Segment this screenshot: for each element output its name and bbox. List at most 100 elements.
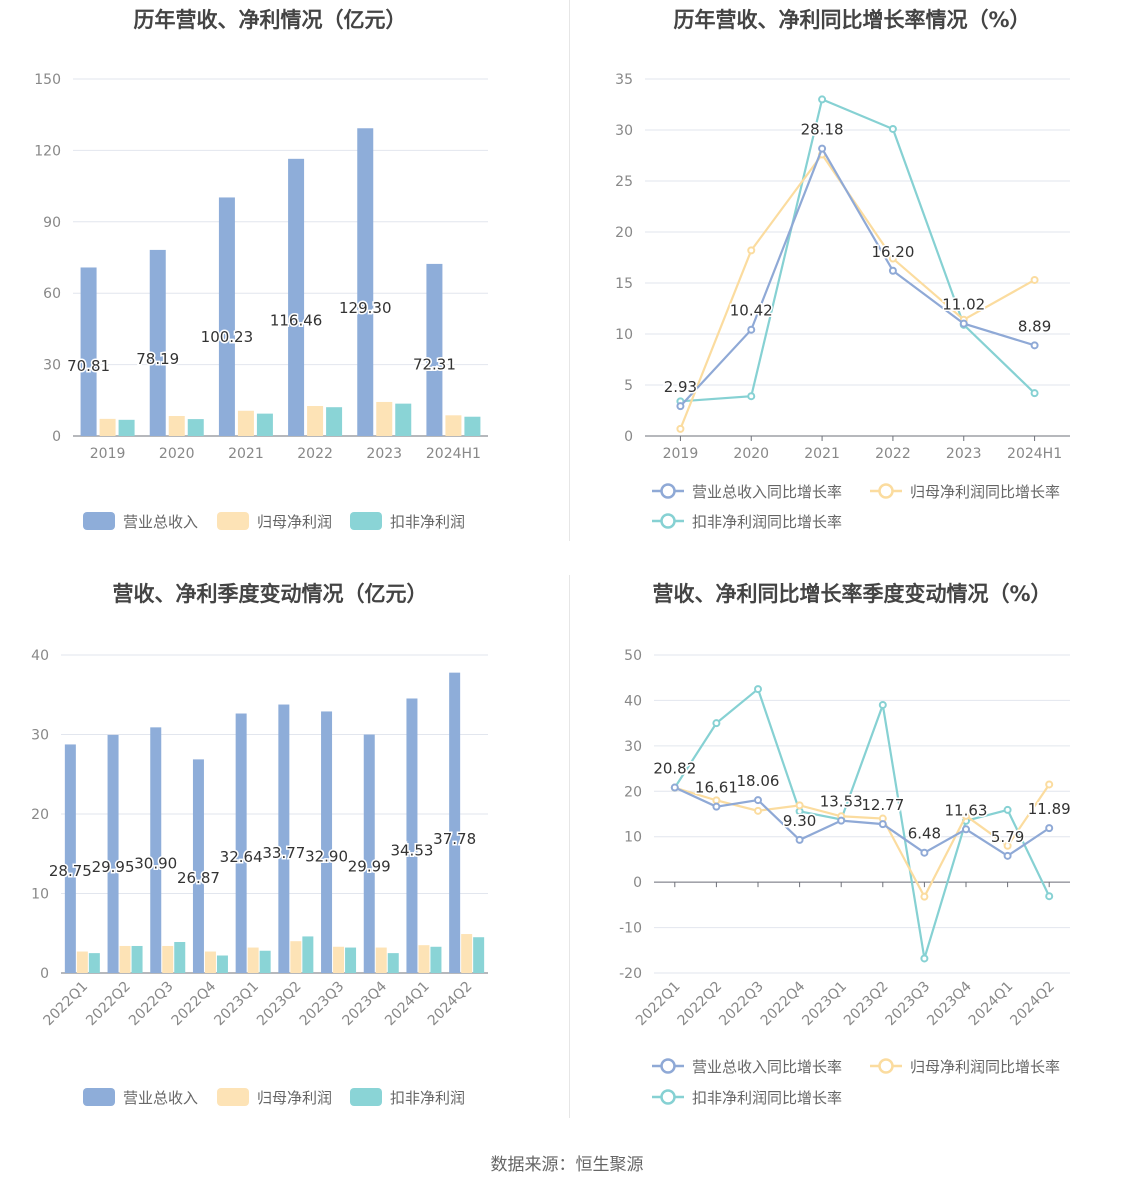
y-tick-label: 20 xyxy=(615,225,633,241)
x-tick-label: 2022Q3 xyxy=(126,979,177,1030)
x-tick-label: 2024Q2 xyxy=(425,979,476,1030)
point-deducted-growth xyxy=(888,124,897,133)
bar-value-label: 70.81 xyxy=(67,357,110,375)
bar-deducted-profit xyxy=(259,950,271,973)
bar-net-profit xyxy=(290,941,302,973)
point-revenue-growth xyxy=(837,816,846,825)
legend-swatch xyxy=(350,1088,382,1106)
x-tick-label: 2023Q3 xyxy=(883,979,934,1030)
legend-label: 营业总收入 xyxy=(123,1089,198,1107)
y-tick-label: 30 xyxy=(43,358,61,374)
y-tick-label: 90 xyxy=(43,215,61,231)
point-net-profit-growth xyxy=(962,811,970,820)
bar-deducted-profit xyxy=(430,946,442,973)
bar-revenue xyxy=(149,249,166,436)
legend-swatch xyxy=(217,512,249,530)
x-tick-label: 2024Q1 xyxy=(382,979,433,1030)
point-revenue-growth xyxy=(676,402,685,411)
bar-value-label: 32.90 xyxy=(305,847,348,865)
bar-net-profit xyxy=(333,946,345,973)
legend-label: 营业总收入 xyxy=(123,513,198,531)
point-deducted-growth xyxy=(747,392,756,401)
y-tick-label: 15 xyxy=(615,276,633,292)
bar-revenue xyxy=(235,713,247,973)
bar-deducted-profit xyxy=(256,413,273,436)
point-value-label: 2.93 xyxy=(664,378,697,396)
legend-swatch xyxy=(83,1088,115,1106)
bar-deducted-profit xyxy=(216,955,228,973)
bar-revenue xyxy=(288,158,305,436)
y-tick-label: 0 xyxy=(52,429,61,445)
y-tick-label: 0 xyxy=(624,429,633,445)
y-tick-label: 40 xyxy=(624,693,642,709)
x-tick-label: 2023Q2 xyxy=(254,979,305,1030)
legend-label: 归母净利润同比增长率 xyxy=(910,1058,1060,1076)
y-tick-label: 30 xyxy=(615,123,633,139)
x-tick-label: 2024Q1 xyxy=(966,979,1017,1030)
y-tick-label: 5 xyxy=(624,378,633,394)
point-net-profit-growth xyxy=(754,806,762,815)
line-deducted-growth xyxy=(680,97,1036,403)
bar-net-profit xyxy=(418,945,430,973)
x-tick-label: 2022Q4 xyxy=(758,978,809,1029)
bar-revenue xyxy=(107,734,119,973)
x-tick-label: 2023Q2 xyxy=(841,979,892,1030)
point-net-profit-growth xyxy=(1045,780,1054,789)
point-revenue-growth xyxy=(878,820,887,829)
chart-title: 历年营收、净利情况（亿元） xyxy=(134,8,407,32)
bar-deducted-profit xyxy=(174,941,186,973)
bar-revenue xyxy=(218,197,235,436)
bar-value-label: 28.75 xyxy=(49,862,92,880)
bar-deducted-profit xyxy=(464,416,481,436)
legend-label: 扣非净利润 xyxy=(390,1089,465,1107)
chart-title: 营收、净利季度变动情况（亿元） xyxy=(113,582,428,606)
point-value-label: 6.48 xyxy=(908,825,941,843)
point-value-label: 9.30 xyxy=(783,812,816,830)
y-tick-label: -10 xyxy=(619,921,642,937)
point-net-profit-growth xyxy=(1030,275,1039,284)
annual-revenue-profit-chart: 历年营收、净利情况（亿元） 0 30 60 90 120 150 2019 2020 2021 20… xyxy=(34,8,488,531)
y-tick-label: 10 xyxy=(31,887,49,903)
bar-value-label: 30.90 xyxy=(134,854,177,872)
point-value-label: 13.53 xyxy=(820,793,863,811)
bar-value-label: 34.53 xyxy=(390,841,433,859)
point-value-label: 20.82 xyxy=(653,760,696,778)
point-revenue-growth xyxy=(670,783,679,792)
legend-label: 归母净利润同比增长率 xyxy=(910,483,1060,501)
point-revenue-growth xyxy=(920,848,929,857)
point-revenue-growth xyxy=(712,802,721,811)
bar-value-label: 100.23 xyxy=(201,328,254,346)
point-net-profit-growth xyxy=(920,892,929,901)
x-tick-label: 2022 xyxy=(875,446,911,462)
legend-marker xyxy=(660,1058,676,1074)
bar-revenue xyxy=(80,267,97,436)
point-revenue-growth xyxy=(818,144,827,153)
point-value-label: 10.42 xyxy=(730,302,773,320)
chart-title: 历年营收、净利同比增长率情况（%） xyxy=(673,8,1030,32)
point-revenue-growth xyxy=(795,835,804,844)
bar-value-label: 78.19 xyxy=(136,350,179,368)
y-tick-label: 20 xyxy=(624,784,642,800)
bar-deducted-profit xyxy=(326,407,343,436)
y-tick-label: 150 xyxy=(34,72,61,88)
quarterly-revenue-profit-chart: 营收、净利季度变动情况（亿元）0102030402022Q12022Q22022… xyxy=(31,582,488,1107)
x-tick-label: 2023Q4 xyxy=(924,978,975,1029)
bar-net-profit xyxy=(375,947,387,973)
line-deducted-growth xyxy=(673,687,1051,959)
point-value-label: 28.18 xyxy=(801,121,844,139)
point-net-profit-growth xyxy=(747,246,756,255)
point-deducted-growth xyxy=(754,685,762,694)
bar-deducted-profit xyxy=(345,947,357,973)
point-deducted-growth xyxy=(1003,805,1012,814)
bar-value-label: 129.30 xyxy=(339,299,392,317)
legend-marker xyxy=(660,483,676,499)
legend-label: 扣非净利润同比增长率 xyxy=(692,1089,842,1107)
point-revenue-growth xyxy=(747,325,756,334)
bar-net-profit xyxy=(76,951,88,973)
point-deducted-growth xyxy=(1045,892,1054,901)
point-deducted-growth xyxy=(712,719,721,728)
x-tick-label: 2023 xyxy=(946,446,982,462)
point-value-label: 16.20 xyxy=(871,243,914,261)
bar-revenue xyxy=(449,672,461,973)
x-tick-label: 2020 xyxy=(159,446,195,462)
